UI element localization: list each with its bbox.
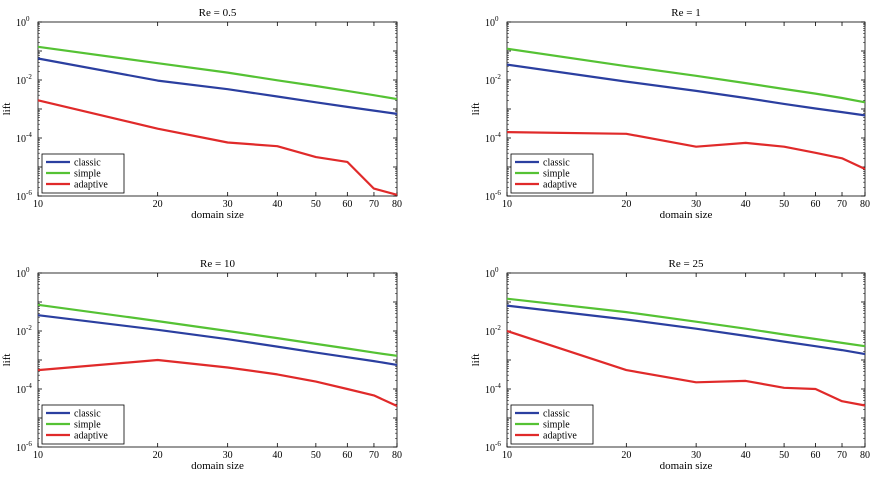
y-tick-label: 10-4: [16, 131, 32, 145]
legend-label-adaptive: adaptive: [543, 180, 577, 191]
x-tick-label: 20: [621, 199, 631, 210]
x-tick-label: 80: [392, 450, 402, 461]
y-axis-label: lift: [470, 103, 482, 116]
x-tick-label: 80: [392, 199, 402, 210]
x-tick-label: 50: [779, 450, 789, 461]
y-tick-label: 10-4: [485, 382, 501, 396]
y-tick-label: 10-6: [485, 189, 501, 203]
x-tick-label: 60: [810, 450, 820, 461]
y-tick-label: 10-2: [16, 73, 32, 87]
series-line-adaptive: [37, 99, 398, 196]
x-tick-label: 10: [33, 450, 43, 461]
series-line-classic: [506, 304, 866, 356]
y-tick-label: 10-6: [16, 189, 32, 203]
y-tick-label: 10-6: [485, 440, 501, 454]
series-line-classic: [37, 314, 398, 366]
legend-label-simple: simple: [543, 169, 570, 180]
legend-label-classic: classic: [74, 158, 101, 169]
x-axis-label: domain size: [191, 209, 244, 221]
legend-label-classic: classic: [74, 409, 101, 420]
x-tick-label: 30: [223, 199, 233, 210]
legend-label-adaptive: adaptive: [74, 431, 108, 442]
x-axis-label: domain size: [191, 460, 244, 472]
chart-panel-4: Re = 25 10 20 30 40 50 60 70 80 100 10-2 10-4 10-6 do…: [470, 258, 870, 472]
x-tick-label: 10: [33, 199, 43, 210]
series-line-adaptive: [506, 329, 866, 407]
y-tick-label: 10-4: [16, 382, 32, 396]
x-tick-label: 30: [223, 450, 233, 461]
y-tick-label: 100: [16, 266, 30, 280]
x-tick-label: 40: [741, 450, 751, 461]
legend-label-classic: classic: [543, 409, 570, 420]
x-tick-label: 40: [741, 199, 751, 210]
x-tick-label: 40: [272, 450, 282, 461]
x-tick-label: 70: [369, 450, 379, 461]
chart-title: Re = 0.5: [199, 7, 237, 19]
legend-label-simple: simple: [74, 169, 101, 180]
chart-panel-3: Re = 10 10 20 30 40 50 60 70 80 100 10-2 10-4 10-6 do…: [1, 258, 402, 472]
y-axis-label: lift: [470, 354, 482, 367]
series-line-simple: [506, 47, 866, 104]
chart-title: Re = 25: [669, 258, 704, 270]
chart-panel-1: Re = 0.5 10 20 30 40 50 60 70 80 100 10-2 10-4 10-6 d…: [1, 7, 402, 221]
y-axis-label: lift: [1, 354, 13, 367]
series-line-classic: [506, 63, 866, 117]
series-line-simple: [506, 297, 866, 348]
legend-label-adaptive: adaptive: [74, 180, 108, 191]
x-tick-label: 60: [342, 450, 352, 461]
legend-label-simple: simple: [543, 420, 570, 431]
legend-label-classic: classic: [543, 158, 570, 169]
x-tick-label: 60: [810, 199, 820, 210]
x-tick-label: 40: [272, 199, 282, 210]
x-tick-label: 10: [502, 450, 512, 461]
chart-panel-2: Re = 1 10 20 30 40 50 60 70 80 100 10-2 10-4 10-6 dom…: [470, 7, 870, 221]
x-tick-label: 60: [342, 199, 352, 210]
legend-label-simple: simple: [74, 420, 101, 431]
y-tick-label: 10-4: [485, 131, 501, 145]
x-tick-label: 30: [691, 450, 701, 461]
y-tick-label: 10-2: [16, 324, 32, 338]
legend-label-adaptive: adaptive: [543, 431, 577, 442]
x-tick-label: 70: [837, 450, 847, 461]
series-line-classic: [37, 57, 398, 115]
x-tick-label: 50: [779, 199, 789, 210]
x-tick-label: 80: [860, 199, 870, 210]
x-axis-label: domain size: [660, 209, 713, 221]
x-tick-label: 70: [369, 199, 379, 210]
y-tick-label: 10-6: [16, 440, 32, 454]
y-tick-label: 10-2: [485, 324, 501, 338]
x-tick-label: 70: [837, 199, 847, 210]
x-axis-label: domain size: [660, 460, 713, 472]
x-tick-label: 20: [153, 450, 163, 461]
series-line-simple: [37, 303, 398, 357]
x-tick-label: 20: [621, 450, 631, 461]
chart-title: Re = 10: [200, 258, 235, 270]
y-tick-label: 100: [485, 15, 499, 29]
series-line-adaptive: [37, 358, 398, 407]
x-tick-label: 10: [502, 199, 512, 210]
y-tick-label: 10-2: [485, 73, 501, 87]
y-axis-label: lift: [1, 103, 13, 116]
x-tick-label: 20: [153, 199, 163, 210]
y-tick-label: 100: [16, 15, 30, 29]
x-tick-label: 50: [311, 199, 321, 210]
x-tick-label: 80: [860, 450, 870, 461]
series-line-adaptive: [506, 131, 866, 170]
chart-title: Re = 1: [671, 7, 700, 19]
x-tick-label: 30: [691, 199, 701, 210]
series-line-simple: [37, 45, 398, 101]
x-tick-label: 50: [311, 450, 321, 461]
y-tick-label: 100: [485, 266, 499, 280]
